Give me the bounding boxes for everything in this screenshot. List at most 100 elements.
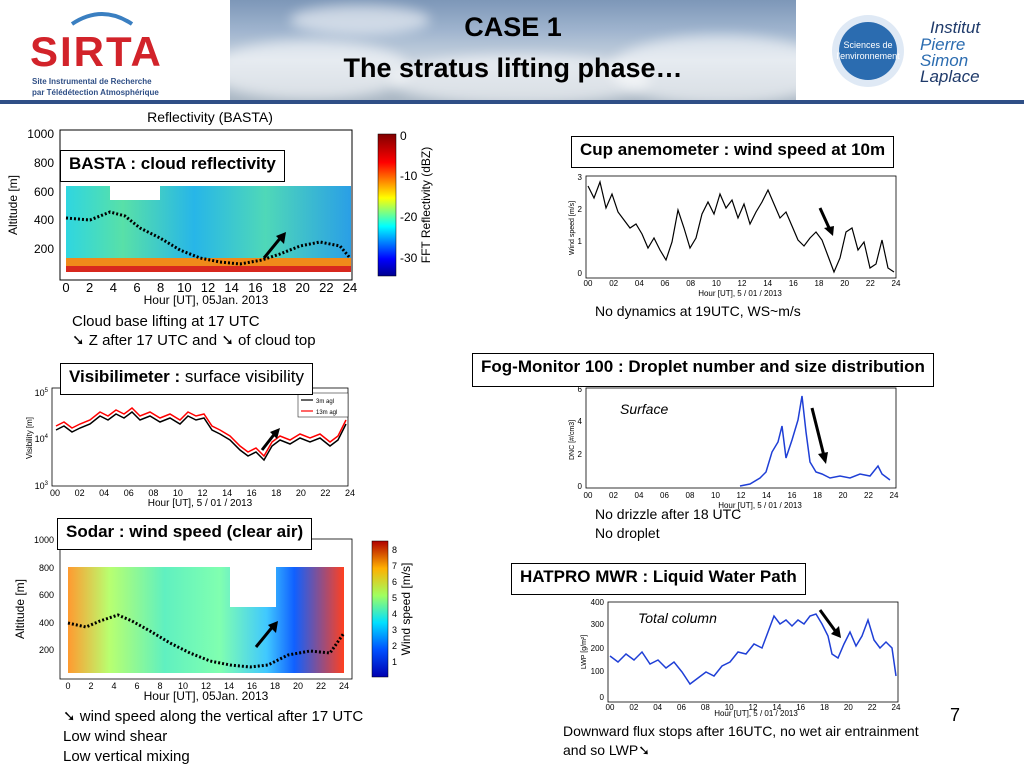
fog-xtick-label: 08 bbox=[686, 491, 695, 500]
hatpro-xlabel: Hour [UT], 5 / 01 / 2013 bbox=[714, 709, 798, 718]
basta-xtick-label: 22 bbox=[319, 280, 333, 295]
sodar-colorbar-label: Wind speed [m/s] bbox=[399, 563, 413, 656]
logo-circle-inner bbox=[839, 22, 897, 80]
basta-trend-arrowhead bbox=[276, 232, 286, 244]
cup-box-label: Cup anemometer : wind speed at 10m bbox=[571, 136, 895, 168]
basta-xlabel: Hour [UT], 05Jan. 2013 bbox=[144, 293, 269, 307]
basta-plot-title: Reflectivity (BASTA) bbox=[147, 109, 273, 125]
basta-xtick-label: 10 bbox=[177, 280, 191, 295]
basta-ground-echo-core bbox=[66, 266, 351, 272]
fog-ytick-4: 4 bbox=[578, 417, 583, 426]
logo-circle-line2: l'environnement bbox=[836, 51, 900, 61]
basta-xtick-label: 14 bbox=[224, 280, 238, 295]
hatpro-xticks: 00 02 04 06 08 10 12 14 16 18 20 22 24 bbox=[606, 703, 901, 712]
visibility-xtick-label: 14 bbox=[222, 488, 232, 498]
logo-line2: Pierre bbox=[920, 35, 965, 54]
fog-xtick-label: 04 bbox=[635, 491, 644, 500]
sodar-xtick-label: 4 bbox=[111, 681, 116, 691]
fog-ytick-2: 2 bbox=[578, 450, 583, 459]
slide-title-line2: The stratus lifting phase… bbox=[343, 53, 683, 83]
down-arrow-icon: ➘ bbox=[638, 742, 650, 758]
sodar-xtick-label: 14 bbox=[224, 681, 234, 691]
cup-trend-arrowhead bbox=[824, 226, 834, 236]
basta-cbar-tick-10: -10 bbox=[400, 169, 418, 183]
sirta-logo: SIRTA Site Instrumental de Recherche par… bbox=[0, 0, 232, 100]
fog-plot-area bbox=[585, 387, 897, 489]
fog-xtick-label: 20 bbox=[839, 491, 848, 500]
fog-xtick-label: 00 bbox=[584, 491, 593, 500]
fog-xticks: 00 02 04 06 08 10 12 14 16 18 20 22 24 bbox=[584, 491, 899, 500]
hatpro-box-label: HATPRO MWR : Liquid Water Path bbox=[511, 563, 806, 595]
sodar-colorbar-ticks: 8 7 6 5 4 3 2 1 bbox=[392, 545, 397, 667]
hatpro-xtick-label: 02 bbox=[629, 703, 638, 712]
sodar-cbar-tick-label: 7 bbox=[392, 561, 397, 571]
fog-ytick-6: 6 bbox=[578, 385, 583, 394]
cup-ytick-0: 0 bbox=[578, 269, 583, 278]
basta-xticks: 0 2 4 6 8 10 12 14 16 18 20 22 24 bbox=[62, 280, 357, 295]
cup-xticks: 00 02 04 06 08 10 12 14 16 18 20 22 24 bbox=[584, 279, 901, 288]
visibility-13m-series bbox=[55, 407, 347, 458]
cup-xlabel: Hour [UT], 5 / 01 / 2013 bbox=[698, 289, 782, 298]
down-arrow-icon: ➘ bbox=[72, 332, 85, 349]
sodar-xtick-label: 16 bbox=[247, 681, 257, 691]
slide-header: SIRTA Site Instrumental de Recherche par… bbox=[0, 0, 1024, 104]
cup-xtick-label: 22 bbox=[866, 279, 875, 288]
fog-xtick-label: 06 bbox=[660, 491, 669, 500]
sodar-xtick-label: 8 bbox=[157, 681, 162, 691]
cup-ylabel: Wind speed [m/s] bbox=[569, 201, 576, 255]
sodar-caption-line2: Low wind shear bbox=[63, 728, 168, 745]
sodar-colorbar bbox=[371, 540, 389, 678]
hatpro-caption-line1: Downward flux stops after 16UTC, no wet … bbox=[563, 723, 919, 739]
visibility-xtick-label: 22 bbox=[320, 488, 330, 498]
hatpro-xtick-label: 22 bbox=[868, 703, 877, 712]
fog-ytick-0: 0 bbox=[578, 482, 583, 491]
sodar-xtick-label: 6 bbox=[134, 681, 139, 691]
visibility-plot: 3m agl 13m agl 105 104 103 Visibility [m… bbox=[25, 387, 355, 508]
visibility-xtick-label: 12 bbox=[197, 488, 207, 498]
sodar-xtick-label: 2 bbox=[88, 681, 93, 691]
visibility-3m-series bbox=[55, 411, 347, 462]
cup-ytick-3: 3 bbox=[578, 173, 583, 182]
hatpro-xtick-label: 00 bbox=[606, 703, 615, 712]
sodar-trend-arrowhead bbox=[268, 621, 278, 633]
hatpro-ytick-400: 400 bbox=[591, 598, 605, 607]
sodar-xlabel: Hour [UT], 05Jan. 2013 bbox=[144, 689, 269, 703]
sodar-ytick-200: 200 bbox=[39, 645, 54, 655]
hatpro-xtick-label: 24 bbox=[892, 703, 901, 712]
hatpro-annotation: Total column bbox=[638, 610, 717, 626]
sirta-logo-sub1: Site Instrumental de Recherche bbox=[32, 77, 152, 86]
visibility-xtick-label: 10 bbox=[173, 488, 183, 498]
hatpro-xtick-label: 20 bbox=[844, 703, 853, 712]
basta-ylabel: Altitude [m] bbox=[6, 175, 20, 235]
basta-xtick-label: 4 bbox=[110, 280, 117, 295]
sirta-logo-sub2: par Télédétection Atmosphérique bbox=[32, 88, 159, 97]
basta-xtick-label: 16 bbox=[248, 280, 262, 295]
visibility-xtick-label: 24 bbox=[345, 488, 355, 498]
hatpro-caption-line2: and so LWP➘ bbox=[563, 742, 650, 758]
cup-xtick-label: 24 bbox=[892, 279, 901, 288]
ipsl-logo-graphic: Sciences de l'environnement Institut Pie… bbox=[832, 15, 981, 87]
basta-xtick-label: 0 bbox=[62, 280, 69, 295]
sodar-xtick-label: 24 bbox=[339, 681, 349, 691]
sodar-xtick-label: 12 bbox=[201, 681, 211, 691]
basta-cloud-field bbox=[66, 186, 351, 272]
sky-banner bbox=[230, 0, 796, 101]
basta-cbar-tick-20: -20 bbox=[400, 210, 418, 224]
basta-caption-line2: ➘ Z after 17 UTC and ➘ of cloud top bbox=[72, 332, 316, 349]
basta-xtick-label: 12 bbox=[201, 280, 215, 295]
fog-xtick-label: 22 bbox=[864, 491, 873, 500]
basta-xtick-label: 6 bbox=[133, 280, 140, 295]
visibility-ytick-mid: 104 bbox=[35, 434, 49, 444]
sodar-cbar-tick-label: 4 bbox=[392, 609, 397, 619]
sodar-ytick-1000: 1000 bbox=[34, 535, 54, 545]
sodar-caption-line1: ➘ wind speed along the vertical after 17… bbox=[63, 708, 364, 725]
cup-xtick-label: 12 bbox=[738, 279, 747, 288]
sodar-xtick-label: 22 bbox=[316, 681, 326, 691]
slide-title-line1: CASE 1 bbox=[464, 12, 562, 42]
cup-xtick-label: 18 bbox=[815, 279, 824, 288]
cup-wind-plot: 3 2 1 0 Wind speed [m/s] 00 02 04 06 08 10 12 1… bbox=[569, 173, 901, 298]
fog-xtick-label: 10 bbox=[711, 491, 720, 500]
hatpro-xtick-label: 10 bbox=[725, 703, 734, 712]
visibility-xlabel: Hour [UT], 5 / 01 / 2013 bbox=[148, 498, 253, 508]
basta-cbar-tick-30: -30 bbox=[400, 251, 418, 265]
